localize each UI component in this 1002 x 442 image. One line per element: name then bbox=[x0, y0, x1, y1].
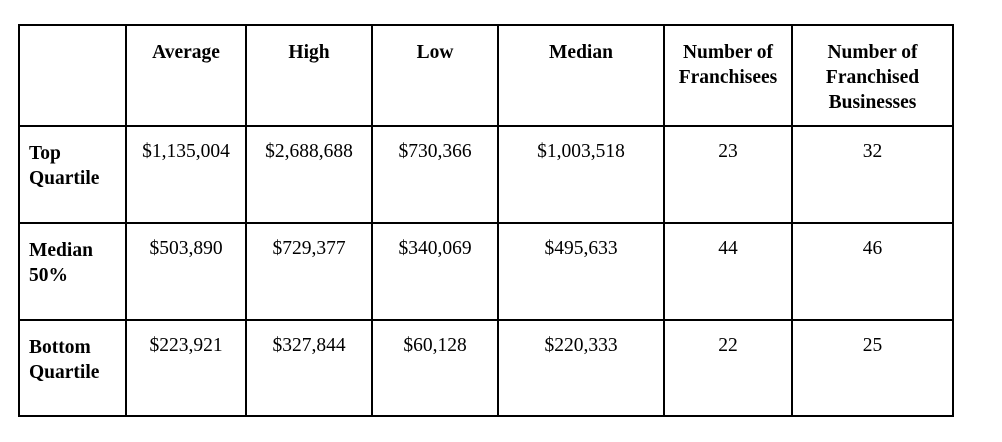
cell-top-median: $1,003,518 bbox=[499, 127, 665, 224]
cell-median-median: $495,633 bbox=[499, 224, 665, 321]
cell-median-high: $729,377 bbox=[247, 224, 373, 321]
row-label-bottom-quartile: Bottom Quartile bbox=[20, 321, 127, 415]
header-franchisees-line-1: Number of bbox=[682, 42, 774, 63]
header-businesses-line-1: Number of bbox=[827, 42, 918, 63]
cell-bottom-businesses: 25 bbox=[862, 335, 883, 356]
cell-top-high: $2,688,688 bbox=[247, 127, 373, 224]
cell-median-average: $503,890 bbox=[127, 224, 247, 321]
header-corner-cell bbox=[20, 26, 127, 127]
cell-bottom-high: $327,844 bbox=[247, 321, 373, 415]
cell-bottom-median: $220,333 bbox=[499, 321, 665, 415]
cell-median-businesses: 46 bbox=[793, 224, 952, 321]
header-high: High bbox=[247, 26, 373, 127]
row-label-line-1: Bottom bbox=[29, 337, 91, 358]
header-low: Low bbox=[373, 26, 499, 127]
row-label-line-2: Quartile bbox=[29, 168, 100, 189]
header-median: Median bbox=[499, 26, 665, 127]
header-average: Average bbox=[127, 26, 247, 127]
cell-top-franchisees: 23 bbox=[665, 127, 793, 224]
row-label-line-1: Top bbox=[29, 143, 61, 164]
cell-median-low: $340,069 bbox=[373, 224, 499, 321]
cell-bottom-low: $60,128 bbox=[373, 321, 499, 415]
quartile-table: Average High Low Median Number of Franch… bbox=[18, 24, 954, 417]
cell-top-businesses: 32 bbox=[793, 127, 952, 224]
row-label-line-1: Median bbox=[29, 240, 93, 261]
header-businesses-line-2: Franchised bbox=[825, 67, 920, 88]
cell-top-low: $730,366 bbox=[373, 127, 499, 224]
header-number-of-franchisees: Number of Franchisees bbox=[665, 26, 793, 127]
row-label-top-quartile: Top Quartile bbox=[20, 127, 127, 224]
row-label-line-2: Quartile bbox=[29, 362, 100, 383]
cell-top-average: $1,135,004 bbox=[127, 127, 247, 224]
cell-median-franchisees: 44 bbox=[665, 224, 793, 321]
header-franchisees-line-2: Franchisees bbox=[678, 67, 778, 88]
table-grid: Average High Low Median Number of Franch… bbox=[20, 26, 952, 415]
cell-bottom-franchisees: 22 bbox=[665, 321, 793, 415]
header-businesses-line-3: Businesses bbox=[828, 92, 917, 113]
row-label-line-2: 50% bbox=[29, 265, 68, 286]
row-label-median-50: Median 50% bbox=[20, 224, 127, 321]
header-number-of-franchised-businesses: Number of Franchised Businesses bbox=[793, 26, 952, 127]
cell-bottom-average: $223,921 bbox=[127, 321, 247, 415]
